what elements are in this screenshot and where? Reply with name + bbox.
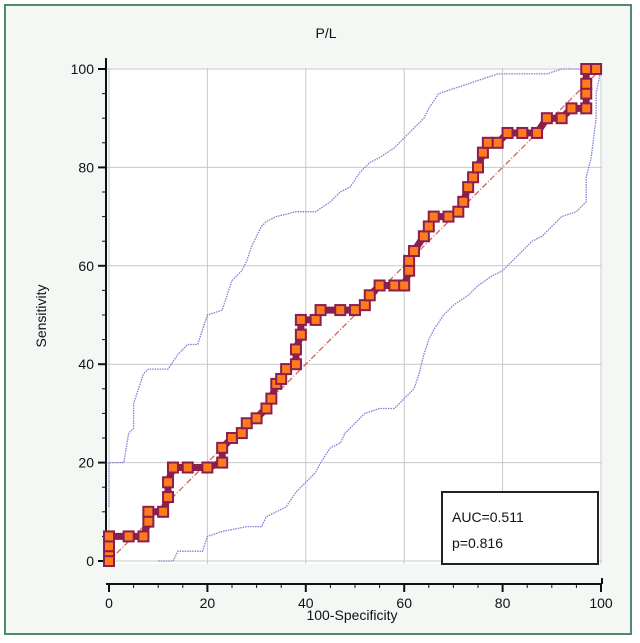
roc-point: [235, 427, 248, 440]
roc-point: [162, 491, 175, 504]
roc-point: [580, 102, 593, 115]
roc-point: [590, 63, 603, 75]
p-value-annotation: p=0.816: [452, 535, 503, 551]
roc-point: [403, 254, 416, 267]
roc-point: [531, 126, 544, 139]
roc-point: [260, 402, 273, 415]
roc-point: [103, 540, 115, 553]
roc-point: [427, 210, 440, 223]
roc-point: [309, 313, 322, 326]
chart-title: P/L: [315, 25, 336, 41]
y-tick-label-20: 20: [78, 455, 94, 471]
roc-point: [452, 205, 465, 218]
roc-point: [408, 245, 421, 258]
roc-point: [137, 530, 150, 543]
roc-point: [240, 417, 253, 430]
roc-point: [250, 412, 263, 425]
roc-point: [476, 146, 489, 159]
roc-point: [565, 102, 578, 115]
roc-point: [481, 136, 494, 149]
y-tick-label-60: 60: [78, 258, 94, 274]
roc-point: [349, 304, 361, 317]
roc-point: [472, 161, 484, 174]
y-tick-label-100: 100: [71, 61, 95, 77]
x-tick-label-100: 100: [589, 595, 613, 611]
roc-point: [103, 530, 115, 543]
roc-point: [417, 230, 430, 243]
roc-point: [580, 77, 593, 90]
roc-point: [181, 461, 194, 474]
roc-point: [162, 476, 175, 489]
annotation-box: AUC=0.511 p=0.816: [441, 491, 599, 565]
roc-point: [103, 555, 115, 567]
ci-lower-line: [158, 68, 602, 562]
y-axis-label: Sensitivity: [33, 284, 49, 347]
roc-point: [442, 210, 455, 223]
roc-point: [142, 515, 155, 528]
roc-point: [157, 505, 170, 518]
x-axis-label: 100-Specificity: [306, 607, 397, 623]
roc-point: [294, 313, 307, 326]
roc-point: [166, 461, 179, 474]
roc-chart: 0 20 40 60 80 100 0 20 40 60 80 100 P/L 100-Specifi…: [33, 25, 613, 623]
roc-point: [142, 505, 155, 518]
roc-point: [289, 343, 302, 356]
y-tick-label-40: 40: [78, 356, 94, 372]
auc-annotation: AUC=0.511: [452, 509, 524, 525]
roc-point: [422, 220, 435, 233]
roc-point: [201, 461, 214, 474]
x-tick-label-20: 20: [200, 595, 216, 611]
y-tick-label-0: 0: [86, 553, 94, 569]
roc-point: [462, 181, 475, 194]
roc-point: [501, 126, 514, 139]
ticks: 0 20 40 60 80 100 0 20 40 60 80 100: [71, 61, 613, 611]
roc-point: [398, 279, 411, 292]
x-tick-label-40: 40: [298, 595, 314, 611]
roc-point: [403, 264, 416, 277]
roc-point: [467, 171, 480, 184]
roc-point: [216, 456, 229, 469]
roc-point: [580, 63, 593, 75]
roc-point: [373, 279, 386, 292]
x-tick-label-0: 0: [105, 595, 113, 611]
roc-point: [280, 363, 293, 376]
diagonal-reference-line: [108, 68, 602, 562]
y-tick-label-80: 80: [78, 159, 94, 175]
chart-frame: 0 20 40 60 80 100 0 20 40 60 80 100 P/L 100-Specifi…: [4, 4, 632, 635]
roc-point: [457, 195, 470, 208]
x-tick-label-60: 60: [396, 595, 412, 611]
roc-point: [216, 441, 229, 454]
roc-point: [516, 126, 529, 139]
roc-point: [334, 304, 347, 317]
roc-point: [358, 299, 371, 312]
roc-point: [580, 87, 593, 100]
roc-point: [122, 530, 135, 543]
roc-point: [265, 392, 278, 405]
ci-upper-line: [108, 68, 601, 507]
roc-point: [363, 289, 376, 302]
roc-point: [289, 358, 302, 371]
roc-point: [294, 328, 307, 341]
roc-point: [275, 372, 288, 385]
roc-point: [388, 279, 401, 292]
roc-point: [555, 112, 568, 125]
roc-point: [491, 136, 504, 149]
roc-point: [540, 112, 553, 125]
roc-point: [314, 304, 327, 317]
x-tick-label-80: 80: [495, 595, 511, 611]
roc-point: [226, 432, 238, 444]
roc-markers: [103, 63, 603, 567]
